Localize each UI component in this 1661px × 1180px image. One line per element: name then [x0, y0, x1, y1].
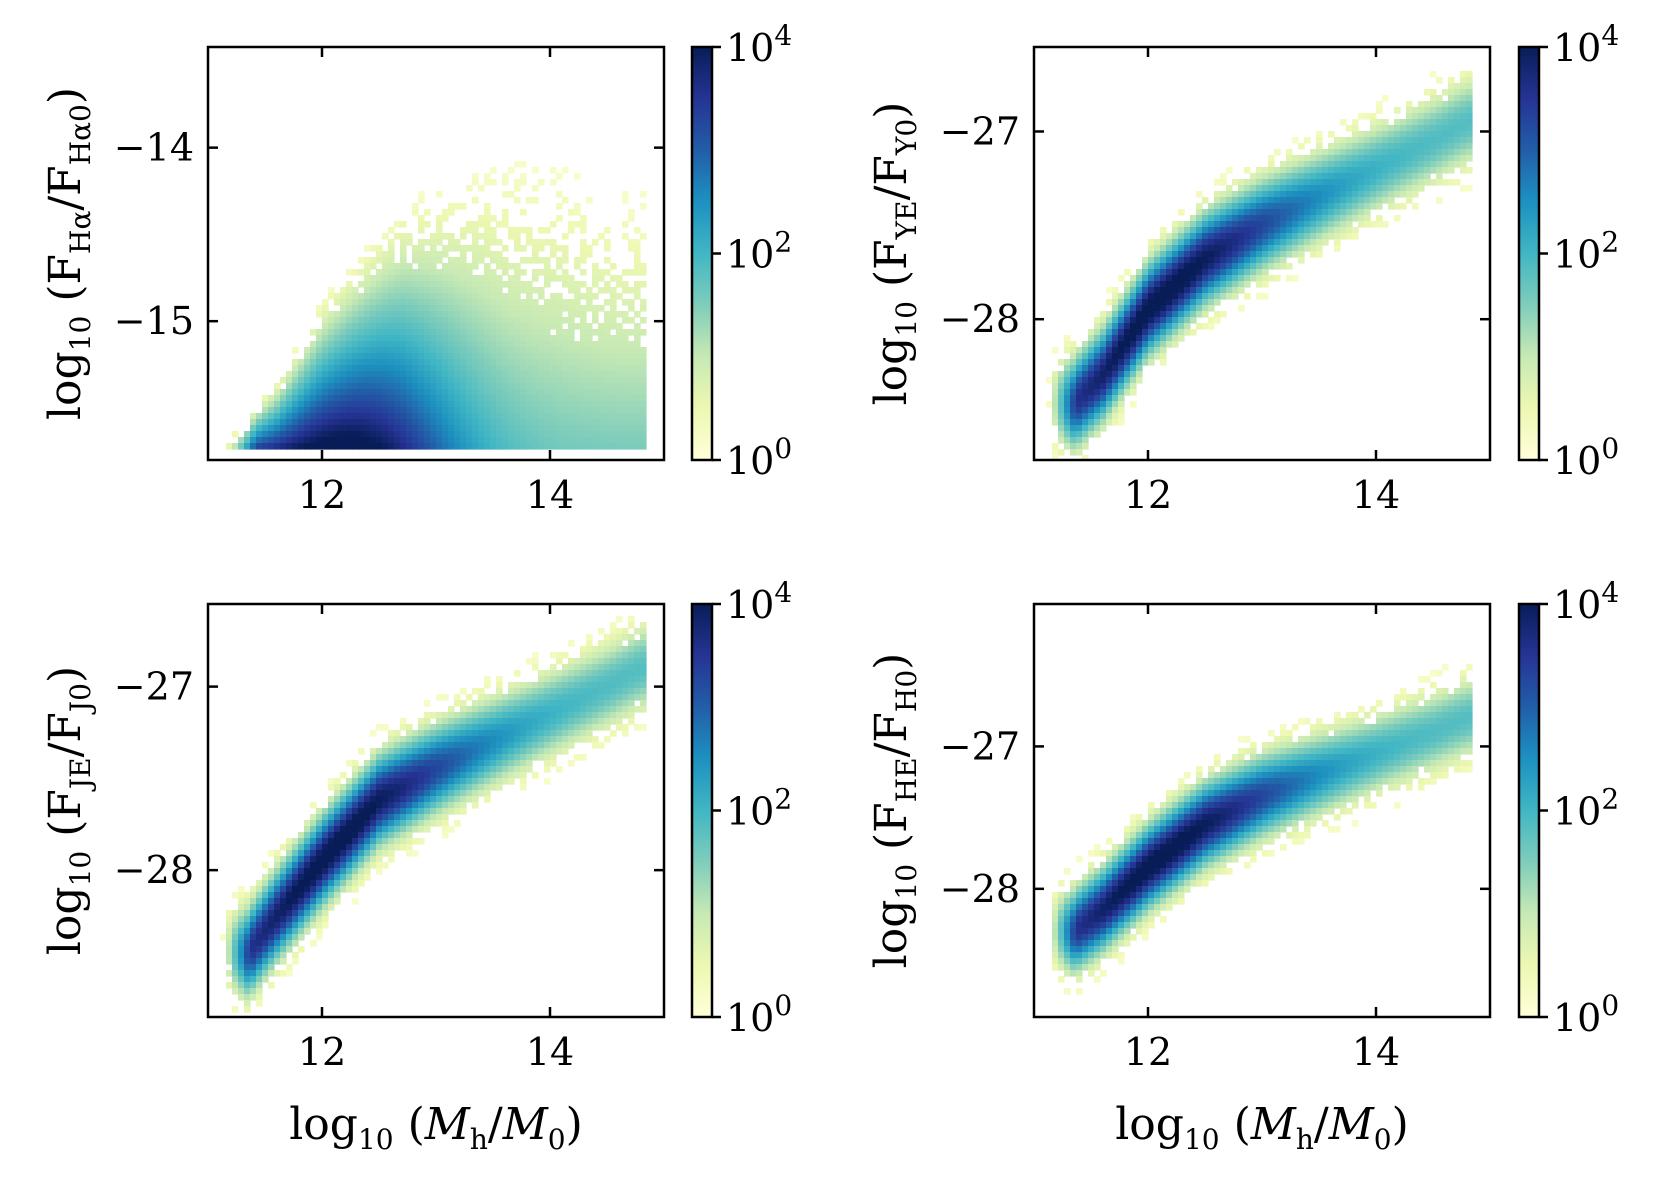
colorbar-tick-label: 102: [726, 226, 792, 277]
y-axis-label: log10 (FHα/FHα0): [40, 87, 97, 420]
colorbar-tick-label: 104: [1553, 576, 1619, 627]
colorbar-tick-label: 102: [1553, 226, 1619, 277]
x-tick-label: 12: [298, 473, 346, 517]
panel-halpha: 12 14 −14 −15 log10 (FHα/FHα0) 100 102 104: [40, 19, 792, 517]
y-axis-label: log10 (FYE/FY0): [866, 102, 923, 406]
colorbar-gradient: [1519, 604, 1539, 1017]
colorbar: 100 102 104: [1517, 19, 1619, 483]
panel-je: 12 14 −27 −28 log10 (FJE/FJ0) log10 (Mh/M0) 10…: [40, 576, 792, 1156]
y-tick-label: −27: [940, 109, 1020, 153]
hexbin-cells: [1052, 664, 1473, 995]
colorbar-tick-label: 100: [726, 989, 792, 1040]
axes-frame: [1032, 45, 1492, 462]
colorbar-gradient: [692, 604, 712, 1017]
x-axis-label: log10 (Mh/M0): [289, 1099, 583, 1156]
x-tick-label: 14: [526, 1030, 574, 1074]
colorbar-tick-label: 100: [1553, 989, 1619, 1040]
panel-he: 12 14 −27 −28 log10 (FHE/FH0) log10 (Mh/M0) 10…: [866, 576, 1619, 1156]
colorbar-tick-label: 100: [1553, 432, 1619, 483]
x-tick-label: 12: [298, 1030, 346, 1074]
axes-frame: [206, 602, 666, 1019]
x-tick-label: 14: [526, 473, 574, 517]
y-tick-label: −28: [940, 867, 1020, 911]
colorbar-gradient: [692, 47, 712, 460]
colorbar-tick-label: 104: [726, 576, 792, 627]
colorbar-tick-label: 104: [726, 19, 792, 70]
colorbar-tick-label: 100: [726, 432, 792, 483]
colorbar-gradient: [1519, 47, 1539, 460]
y-axis-label: log10 (FHE/FH0): [866, 653, 923, 969]
colorbar-tick-label: 102: [1553, 783, 1619, 834]
y-tick-label: −14: [114, 126, 194, 170]
axes-frame: [1032, 602, 1492, 1019]
panel-ye: 12 14 −27 −28 log10 (FYE/FY0) 100 102 104: [866, 19, 1619, 517]
hexbin-cells: [220, 616, 647, 1013]
x-axis-label: log10 (Mh/M0): [1115, 1099, 1409, 1156]
hexbin-cells: [1046, 71, 1473, 460]
y-tick-label: −15: [114, 299, 194, 343]
y-tick-label: −28: [114, 848, 194, 892]
colorbar: 100 102 104: [690, 576, 792, 1040]
y-axis-label: log10 (FJE/FJ0): [40, 666, 97, 955]
axes-frame: [206, 45, 666, 462]
colorbar: 100 102 104: [690, 19, 792, 483]
panels: 12 14 −14 −15 log10 (FHα/FHα0) 100 102 104 12 14 −…: [40, 19, 1619, 1156]
x-tick-label: 14: [1352, 473, 1400, 517]
colorbar: 100 102 104: [1517, 576, 1619, 1040]
y-tick-label: −27: [940, 724, 1020, 768]
y-tick-label: −28: [940, 297, 1020, 341]
colorbar-tick-label: 104: [1553, 19, 1619, 70]
colorbar-tick-label: 102: [726, 783, 792, 834]
y-tick-label: −27: [114, 665, 194, 709]
hexbin-cells: [226, 161, 647, 450]
x-tick-label: 12: [1124, 1030, 1172, 1074]
x-tick-label: 12: [1124, 473, 1172, 517]
x-tick-label: 14: [1352, 1030, 1400, 1074]
